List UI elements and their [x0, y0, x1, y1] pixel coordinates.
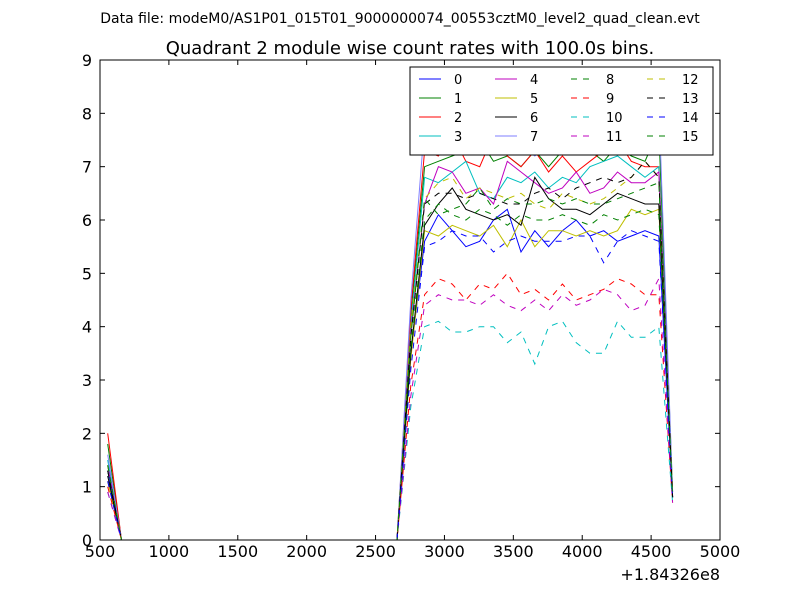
legend-frame	[409, 66, 714, 156]
y-tick-label: 2	[82, 424, 92, 443]
series-line-15	[107, 181, 674, 541]
legend-label-14: 14	[682, 111, 699, 126]
chart-title: Quadrant 2 module wise count rates with …	[166, 38, 655, 59]
legend-label-15: 15	[682, 130, 699, 145]
series-line-8	[107, 203, 674, 541]
series-line-5	[107, 208, 674, 541]
x-tick-label: 4500	[631, 542, 672, 561]
x-tick-label: 2500	[355, 542, 396, 561]
x-offset-label: +1.84326e8	[620, 565, 720, 584]
series-line-9	[107, 272, 674, 541]
data-file-label: Data file: modeM0/AS1P01_015T01_90000000…	[100, 11, 700, 27]
legend-label-1: 1	[454, 92, 462, 107]
series-line-11	[107, 276, 674, 541]
series-line-14	[107, 230, 674, 541]
legend-label-10: 10	[606, 111, 623, 126]
legend-label-7: 7	[530, 130, 538, 145]
series-layer	[107, 100, 674, 541]
y-tick-label: 6	[82, 211, 92, 230]
series-line-13	[107, 160, 674, 541]
x-tick-label: 3500	[493, 542, 534, 561]
series-line-6	[107, 176, 674, 541]
y-tick-label: 1	[82, 478, 92, 497]
legend-label-0: 0	[454, 73, 462, 88]
x-tick-label: 500	[85, 542, 116, 561]
series-line-4	[107, 160, 674, 541]
legend-label-2: 2	[454, 111, 462, 126]
legend-label-3: 3	[454, 130, 462, 145]
x-tick-label: 5000	[700, 542, 741, 561]
y-tick-label: 5	[82, 264, 92, 283]
legend-label-12: 12	[682, 73, 699, 88]
x-tick-label: 3000	[424, 542, 465, 561]
series-line-2	[107, 133, 674, 541]
legend-label-11: 11	[606, 130, 623, 145]
legend-label-4: 4	[530, 73, 538, 88]
legend-label-9: 9	[606, 92, 614, 107]
x-tick-label: 1500	[217, 542, 258, 561]
x-tick-label: 4000	[562, 542, 603, 561]
plot-frame	[99, 59, 721, 541]
legend-label-8: 8	[606, 73, 614, 88]
legend-label-5: 5	[530, 92, 538, 107]
series-line-7	[107, 100, 674, 541]
series-line-12	[107, 160, 674, 541]
legend-label-6: 6	[530, 111, 538, 126]
series-line-10	[107, 320, 674, 541]
x-tick-label: 1000	[149, 542, 190, 561]
axis-ticks: 500 1000 1500 2000 2500 3000 3500 4000 4500 5000 0…	[82, 51, 741, 561]
y-tick-label: 8	[82, 104, 92, 123]
y-tick-label: 4	[82, 318, 92, 337]
x-tick-label: 2000	[286, 542, 327, 561]
y-tick-label: 0	[82, 531, 92, 550]
y-tick-label: 9	[82, 51, 92, 70]
series-line-0	[107, 208, 674, 541]
y-tick-label: 7	[82, 158, 92, 177]
legend-label-13: 13	[682, 92, 699, 107]
y-tick-label: 3	[82, 371, 92, 390]
series-line-3	[107, 155, 674, 541]
